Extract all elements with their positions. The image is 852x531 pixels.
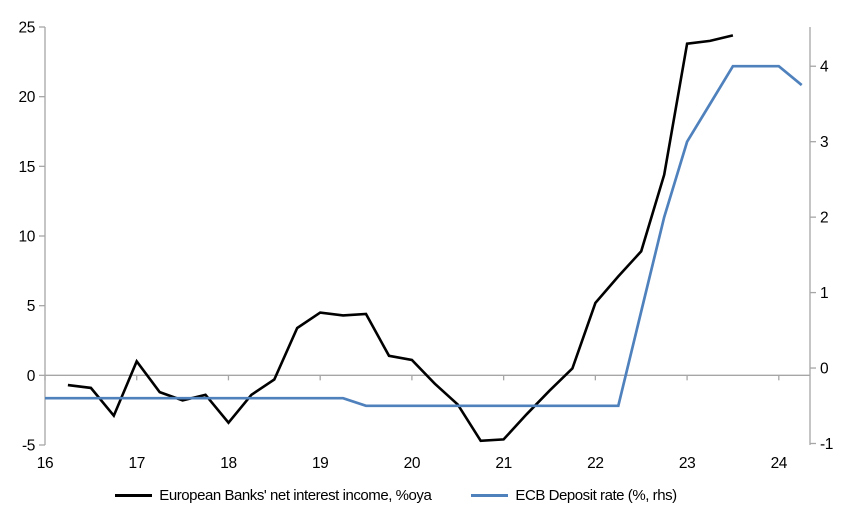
chart-legend: European Banks' net interest income, %oy… [0, 487, 822, 504]
legend-item-ecb-deposit-rate: ECB Deposit rate (%, rhs) [471, 487, 677, 504]
x-axis-tick-label: 23 [679, 455, 695, 472]
series-line-1 [45, 64, 803, 408]
left-axis-tick-label: 5 [27, 298, 35, 315]
x-axis-tick-label: 18 [220, 455, 236, 472]
x-axis-tick-label: 21 [495, 455, 511, 472]
legend-swatch-black-line-icon [115, 494, 153, 497]
left-axis-tick-label: 25 [19, 20, 35, 37]
legend-item-net-interest-income: European Banks' net interest income, %oy… [115, 487, 432, 504]
x-axis-tick-label: 17 [129, 455, 145, 472]
left-axis-tick-label: -5 [22, 438, 35, 455]
right-axis-tick-label: 3 [820, 134, 828, 151]
legend-label-ecb-deposit-rate: ECB Deposit rate (%, rhs) [515, 487, 677, 504]
right-axis-tick-label: 0 [820, 361, 829, 378]
x-axis-tick-label: 16 [37, 455, 53, 472]
legend-label-net-interest-income: European Banks' net interest income, %oy… [159, 487, 432, 504]
series-line-0 [67, 34, 734, 443]
left-axis-tick-label: 15 [19, 159, 35, 176]
left-axis-tick-label: 10 [19, 229, 36, 246]
left-axis-tick-label: 20 [19, 89, 36, 106]
x-axis-tick-label: 20 [404, 455, 421, 472]
right-axis-tick-label: -1 [820, 436, 833, 453]
x-axis-tick-label: 19 [312, 455, 328, 472]
x-axis-tick-label: 22 [587, 455, 603, 472]
x-axis-tick-label: 24 [771, 455, 788, 472]
right-axis-tick-label: 4 [820, 59, 829, 76]
right-axis-tick-label: 1 [820, 285, 828, 302]
right-axis-tick-label: 2 [820, 210, 828, 227]
left-axis-tick-label: 0 [27, 368, 36, 385]
legend-swatch-blue-line-icon [471, 494, 509, 497]
